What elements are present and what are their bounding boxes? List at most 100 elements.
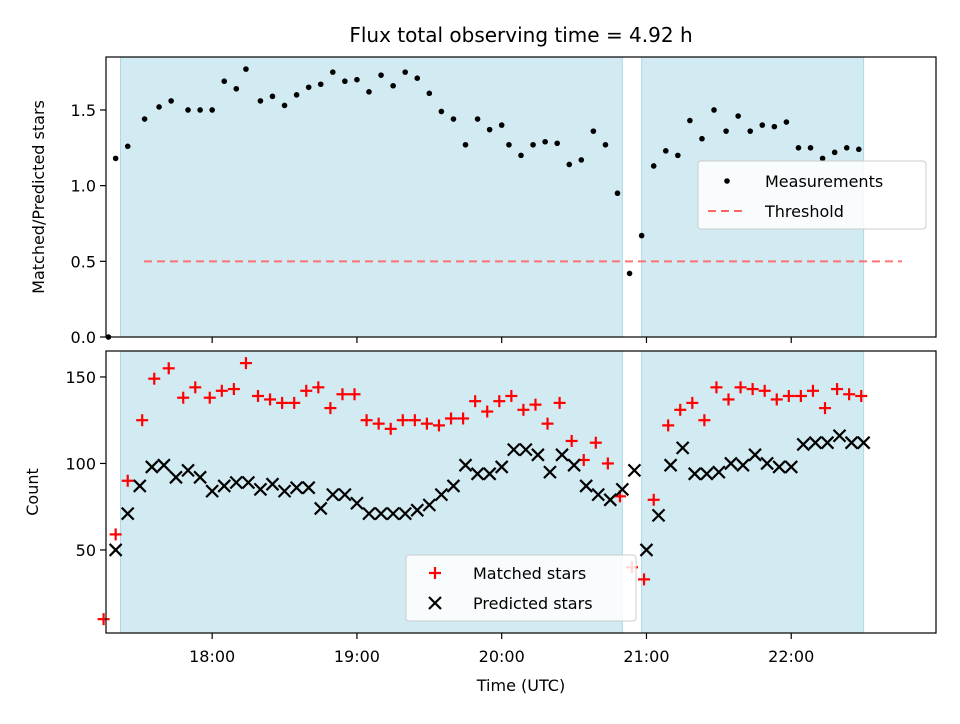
bottom-panel: 50 100 150 18:00 19:00 20:00 21:00 22:00 Count… [23,350,937,695]
measurement-point [590,128,597,134]
legend-measurements-marker [724,178,730,184]
measurement-point [650,163,657,169]
predicted-star-point [796,437,811,452]
predicted-star-point [338,487,352,502]
predicted-star-point [350,496,364,511]
predicted-star-point [289,480,304,495]
matched-star-point [203,391,216,404]
bottom-legend: Matched stars Predicted stars [405,554,637,622]
predicted-star-point [808,435,823,450]
matched-star-point [541,417,554,430]
measurement-point [807,145,814,151]
matched-star-point [589,436,602,449]
measurement-point [602,141,609,148]
predicted-star-point [615,482,630,497]
measurement-point [711,107,717,113]
matched-star-point [97,613,110,626]
measurement-point [498,122,505,128]
predicted-star-point [374,506,388,521]
top-xticks [211,337,792,343]
matched-star-point [647,493,660,506]
matched-star-point [432,419,445,432]
measurement-point [450,116,457,122]
legend-predicted-marker [428,596,442,610]
matched-star-point [162,362,175,375]
predicted-star-point [410,503,425,517]
x-tick-label: 21:00 [623,647,669,666]
predicted-star-point [591,487,605,502]
matched-star-point [276,396,289,409]
predicted-star-point [313,501,328,516]
matched-star-point [481,405,494,418]
measurement-point [795,145,802,151]
matched-star-point [806,384,819,397]
matched-star-point [710,381,723,394]
predicted-star-point [543,465,557,479]
predicted-star-point [579,479,593,493]
predicted-star-point [627,463,642,478]
measurement-point [342,78,348,85]
measurement-point [305,84,312,91]
matched-star-point [109,528,122,541]
matched-star-point [215,384,228,397]
top-legend-box [697,160,927,230]
matched-star-point [565,434,578,447]
matched-star-point [505,389,518,402]
measurement-point [855,146,862,153]
matched-star-point [288,396,301,409]
predicted-star-point [181,463,195,478]
measurement-point [638,232,645,239]
matched-star-point [855,389,868,402]
measurement-point [221,78,228,85]
predicted-star-point [253,482,268,497]
measurement-point [426,90,433,97]
predicted-star-point [687,467,702,481]
measurement-point [124,143,131,150]
bottom-frame [105,350,937,634]
predicted-star-point [700,467,714,481]
measurement-point [293,92,300,98]
matched-star-point [408,414,421,427]
top-points [105,66,862,340]
top-yticks: 0.0 0.5 1.0 1.5 [71,101,106,347]
bottom-points [97,357,871,626]
predicted-star-point [712,465,726,479]
predicted-star-point [760,456,774,471]
matched-star-point [148,372,161,385]
measurement-point [233,85,240,92]
measurement-point [402,69,408,75]
predicted-star-point [470,467,485,481]
matched-star-point [372,417,385,430]
measurement-point [156,104,162,110]
measurement-point [723,128,729,134]
bottom-ylabel: Count [23,468,42,516]
matched-star-point [264,393,277,406]
predicted-star-point [229,475,244,490]
matched-star-point [698,414,711,427]
matched-star-point [177,391,190,404]
legend-measurements-label: Measurements [765,172,883,191]
top-shading [119,56,865,338]
y-tick-label: 100 [65,454,96,473]
y-tick-label: 0.5 [71,252,96,271]
predicted-star-point [120,506,135,521]
matched-star-point [601,457,614,470]
matched-star-point [734,381,747,394]
predicted-star-point [519,442,533,457]
predicted-star-point [362,506,376,521]
y-tick-label: 1.0 [71,177,96,196]
matched-star-point [782,389,795,402]
matched-star-point [457,412,470,425]
predicted-star-point [856,435,871,450]
matched-star-point [469,395,482,408]
matched-star-point [553,396,566,409]
x-tick-label: 19:00 [334,647,380,666]
predicted-star-point [651,508,666,523]
matched-star-point [674,403,687,416]
matched-star-point [239,357,252,370]
matched-star-point [189,381,202,394]
top-frame [105,56,937,338]
measurement-point [168,98,174,104]
predicted-star-point [482,467,497,481]
matched-star-point [312,381,325,394]
